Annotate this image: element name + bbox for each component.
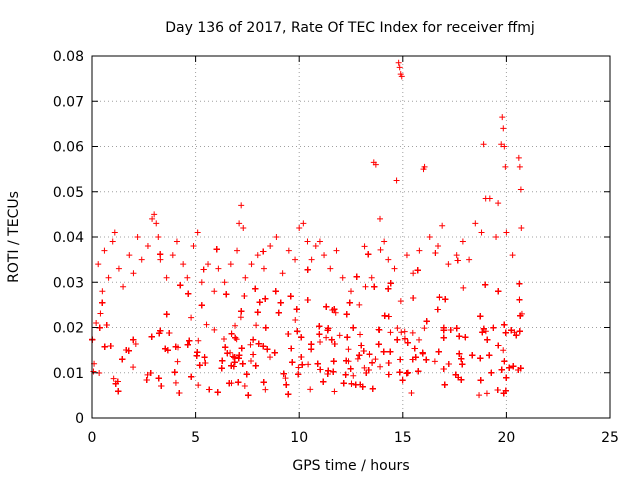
data-point	[237, 314, 244, 321]
data-point	[262, 386, 269, 393]
data-point	[361, 364, 368, 371]
data-point	[498, 366, 505, 373]
data-point	[398, 329, 405, 336]
data-point	[456, 350, 463, 357]
grid	[92, 56, 610, 418]
data-point	[232, 322, 239, 329]
data-point	[253, 322, 260, 329]
data-point	[233, 336, 240, 343]
data-point	[408, 390, 415, 397]
chart-title: Day 136 of 2017, Rate Of TEC Index for r…	[165, 20, 535, 36]
data-point	[460, 284, 467, 291]
data-point	[387, 329, 394, 336]
data-points	[89, 59, 525, 399]
data-point	[377, 363, 384, 370]
data-point	[416, 336, 423, 343]
data-point	[110, 375, 117, 382]
data-point	[130, 364, 137, 371]
data-point	[247, 341, 254, 348]
data-point	[401, 328, 408, 335]
data-point	[377, 246, 384, 253]
data-point	[172, 379, 179, 386]
data-point	[267, 354, 274, 361]
data-point	[500, 347, 507, 354]
data-point	[97, 310, 104, 317]
data-point	[241, 382, 248, 389]
data-point	[195, 337, 202, 344]
data-point	[511, 329, 518, 336]
data-point	[317, 339, 324, 346]
data-point	[331, 388, 338, 395]
data-point	[203, 321, 210, 328]
data-point	[483, 390, 490, 397]
data-point	[248, 358, 255, 365]
data-point	[195, 382, 202, 389]
data-point	[397, 298, 404, 305]
data-point	[431, 358, 438, 365]
data-point	[409, 329, 416, 336]
data-point	[372, 356, 379, 363]
data-point	[90, 368, 97, 375]
data-point	[345, 346, 352, 353]
data-point	[332, 309, 339, 316]
data-point	[361, 243, 368, 250]
data-point	[357, 331, 364, 338]
data-point	[211, 326, 218, 333]
data-point	[305, 361, 312, 368]
data-point	[144, 371, 151, 378]
data-point	[421, 325, 428, 332]
data-point	[354, 355, 361, 362]
data-point	[476, 392, 483, 399]
data-point	[394, 325, 401, 332]
data-point	[295, 364, 302, 371]
data-point	[132, 340, 139, 347]
data-point	[513, 332, 520, 339]
data-point	[336, 332, 343, 339]
data-point	[188, 314, 195, 321]
data-point	[292, 316, 299, 323]
data-point	[174, 358, 181, 365]
data-point	[228, 362, 235, 369]
data-point	[323, 334, 330, 341]
data-point	[243, 371, 250, 378]
data-point	[282, 375, 289, 382]
data-point	[307, 386, 314, 393]
data-point	[350, 372, 357, 379]
